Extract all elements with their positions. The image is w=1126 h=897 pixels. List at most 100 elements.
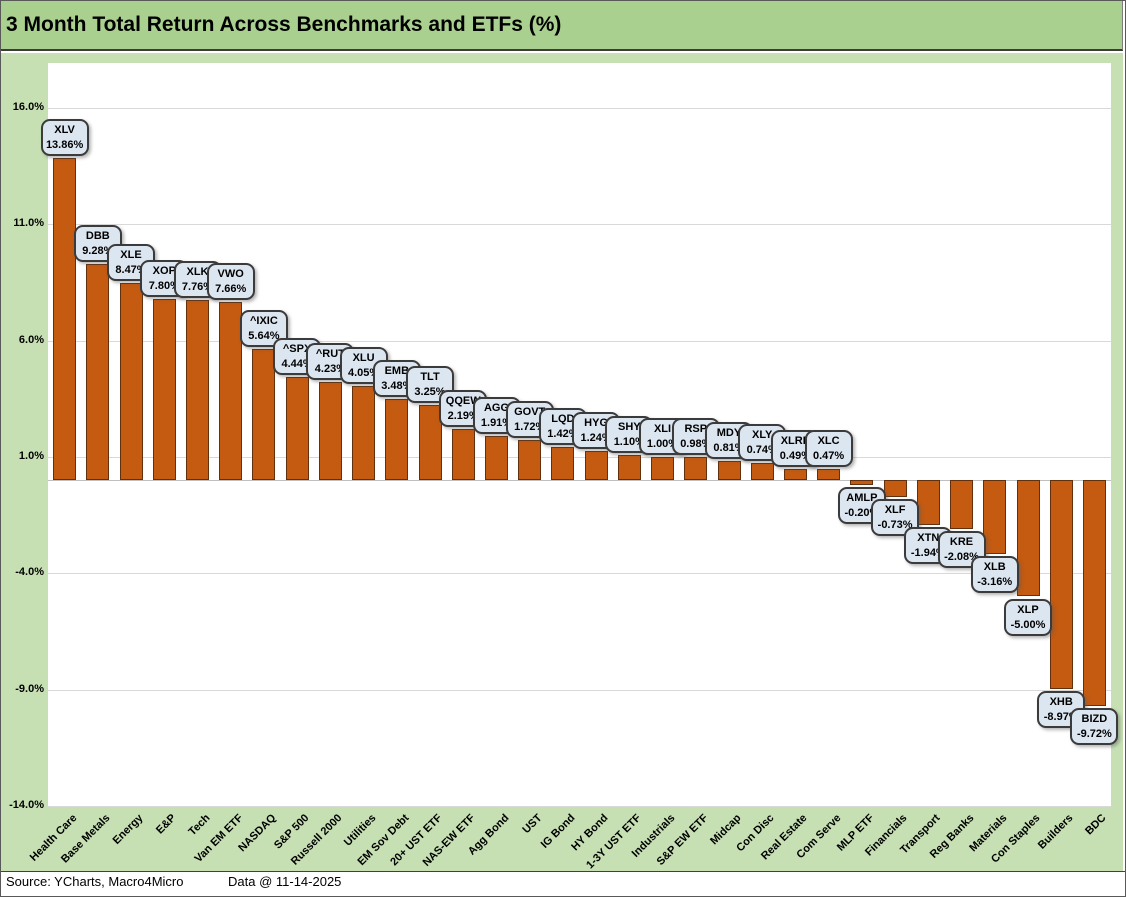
value-callout: XLRE 0.49% [771, 429, 820, 467]
callout-value: 4.23% [314, 362, 346, 375]
bar [53, 157, 77, 481]
callout-value: -1.94% [910, 547, 946, 560]
callout-ticker: XLRE [780, 434, 811, 447]
callout-ticker: EMB [384, 365, 410, 378]
callout-ticker: MDY [716, 427, 742, 440]
bar [518, 440, 542, 481]
callout-value: 1.72% [514, 421, 546, 434]
callout-value: 1.24% [580, 432, 612, 445]
callout-value: 4.44% [281, 357, 313, 370]
bar [717, 461, 741, 481]
callout-ticker: XLB [983, 560, 1006, 573]
footer-bar [1, 871, 1125, 896]
y-axis-tick: 1.0% [18, 450, 44, 462]
title-bar: 3 Month Total Return Across Benchmarks a… [1, 1, 1123, 51]
y-axis-tick: 11.0% [13, 217, 44, 230]
y-axis-tick: -4.0% [15, 566, 44, 579]
value-callout: VWO 7.66% [206, 263, 255, 300]
callout-ticker: XTN [917, 532, 940, 545]
callout-value: 0.49% [779, 449, 811, 462]
value-callout: ^IXIC 5.64% [239, 310, 288, 347]
callout-value: 2.19% [447, 410, 479, 423]
callout-ticker: LQD [551, 413, 575, 426]
y-axis-tick: 6.0% [18, 333, 44, 346]
callout-ticker: BIZD [1081, 713, 1108, 726]
callout-value: -3.16% [977, 575, 1013, 588]
bar [617, 454, 641, 481]
bar [983, 480, 1007, 554]
callout-ticker: XLC [817, 435, 840, 448]
bar [485, 435, 508, 481]
callout-value: 0.98% [680, 438, 712, 451]
callout-ticker: SHY [617, 420, 641, 433]
y-axis-tick: -9.0% [15, 682, 44, 695]
bar [850, 480, 874, 485]
callout-ticker: AGG [483, 401, 510, 414]
bar [584, 451, 608, 481]
bar [783, 468, 807, 481]
callout-value: 9.28% [82, 245, 114, 258]
callout-ticker: RSP [684, 423, 708, 436]
callout-value: 3.48% [381, 380, 413, 393]
source-text: Source: YCharts, Macro4Micro [6, 874, 184, 889]
callout-ticker: XLU [352, 352, 375, 364]
callout-ticker: AMLP [846, 491, 878, 504]
value-callout: BIZD -9.72% [1070, 708, 1119, 746]
callout-value: -2.08% [944, 550, 979, 563]
callout-value: 1.42% [547, 428, 579, 441]
bar [119, 283, 143, 481]
callout-value: -0.20% [844, 506, 880, 519]
callout-value: 1.10% [613, 435, 645, 448]
callout-ticker: ^IXIC [249, 315, 278, 327]
callout-ticker: TLT [420, 370, 440, 383]
bar [385, 399, 409, 481]
callout-value: 0.74% [746, 444, 778, 456]
callout-ticker: QQEW [445, 395, 481, 408]
callout-ticker: ^SPX [282, 342, 312, 355]
callout-value: 7.66% [215, 283, 247, 295]
bar [318, 381, 342, 481]
callout-value: 0.81% [713, 442, 745, 455]
value-callout: XLC 0.47% [804, 430, 853, 468]
callout-value: -5.00% [1010, 618, 1046, 631]
callout-ticker: XLY [751, 429, 773, 441]
callout-ticker: XLI [653, 423, 672, 435]
bar [451, 429, 475, 481]
callout-ticker: XLE [120, 249, 142, 262]
callout-ticker: XLK [186, 265, 209, 278]
bar [285, 376, 309, 481]
bar [219, 302, 243, 481]
gridline [48, 457, 1111, 458]
bar [152, 298, 176, 481]
zero-axis-line [48, 480, 1111, 482]
callout-ticker: ^RUT [315, 347, 345, 360]
callout-ticker: XLV [54, 123, 75, 136]
bar [684, 457, 708, 481]
value-callout: XTN -1.94% [904, 527, 953, 565]
bar [817, 469, 841, 481]
callout-value: 5.64% [248, 330, 280, 342]
callout-ticker: GOVT [514, 406, 546, 419]
gridline [48, 689, 1111, 691]
bar [651, 457, 674, 481]
value-callout: XLB -3.16% [970, 555, 1019, 593]
chart-title: 3 Month Total Return Across Benchmarks a… [6, 13, 562, 36]
bar [86, 264, 110, 481]
callout-ticker: DBB [85, 230, 110, 243]
callout-value: 3.25% [414, 385, 446, 398]
bar [252, 349, 276, 481]
y-axis-tick: -14.0% [9, 799, 44, 811]
gridline [48, 806, 1111, 807]
bar [1016, 480, 1040, 597]
callout-value: 0.47% [812, 450, 845, 463]
callout-value: -0.73% [877, 519, 913, 532]
value-callout: XLP -5.00% [1004, 598, 1052, 636]
callout-value: -9.72% [1076, 728, 1112, 741]
callout-ticker: XHB [1049, 696, 1073, 708]
callout-value: 8.47% [115, 264, 147, 277]
y-axis-tick: 16.0% [12, 100, 44, 113]
gridline [48, 224, 1111, 226]
value-callout: SHY 1.10% [605, 415, 654, 453]
gridline [48, 340, 1111, 342]
